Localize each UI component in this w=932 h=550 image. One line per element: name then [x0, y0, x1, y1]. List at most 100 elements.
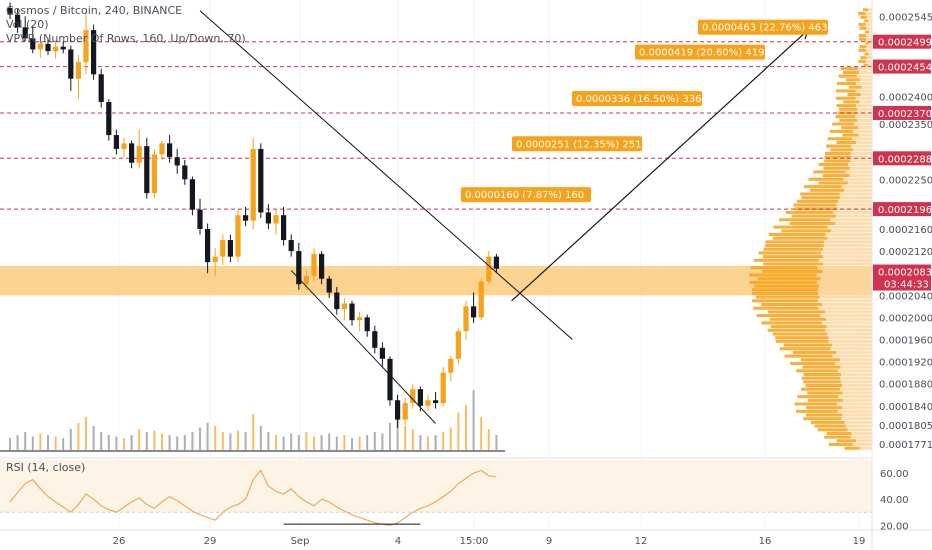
candle-body: [235, 215, 241, 257]
vpvr-bar-down: [836, 350, 872, 354]
vpvr-bar-down: [858, 70, 872, 74]
vpvr-bar-down: [852, 129, 872, 133]
target-label-box: [572, 90, 702, 106]
vpvr-bar-down: [855, 89, 872, 93]
vpvr-bar-up: [828, 442, 853, 447]
vpvr-bar-down: [857, 107, 872, 111]
vpvr-bar-up: [818, 163, 849, 167]
vpvr-bar-down: [825, 328, 872, 332]
vpvr-bar-down: [869, 41, 872, 45]
vpvr-bar-down: [859, 446, 872, 450]
vpvr-bar-up: [863, 63, 869, 67]
vpvr-bar-up: [836, 81, 857, 86]
candle-body: [463, 306, 469, 332]
vpvr-bar-down: [841, 380, 872, 384]
vpvr-bar-down: [868, 63, 872, 67]
candle-body: [53, 46, 59, 52]
time-tick-label: 12: [635, 536, 648, 547]
volume-bar: [267, 432, 270, 450]
vpvr-bar-up: [838, 74, 857, 78]
vpvr-bar-up: [860, 56, 867, 60]
rsi-tick-label: 60.00: [880, 469, 909, 480]
vpvr-bar-up: [762, 255, 823, 259]
vpvr-bar-down: [822, 302, 872, 307]
candle-body: [30, 38, 36, 50]
vpvr-bar-up: [804, 185, 842, 189]
vpvr-bar-down: [850, 166, 872, 170]
channel-lower-line: [290, 270, 436, 424]
vpvr-bar-down: [840, 365, 872, 369]
support-zone-band: [0, 266, 872, 296]
vpvr-bar-down: [840, 376, 872, 380]
volume-bar: [130, 435, 133, 450]
vpvr-bar-up: [824, 159, 851, 163]
volume-bar: [153, 430, 156, 450]
vpvr-bar-up: [827, 137, 853, 141]
vpvr-bar-up: [813, 170, 846, 174]
volume-bar: [457, 412, 460, 450]
vpvr-bar-down: [857, 118, 872, 122]
target-label-text: 0.0000419 (20.60%) 419: [639, 48, 764, 59]
vpvr-bar-down: [841, 185, 872, 189]
target-label-box: [461, 187, 591, 203]
volume-bar: [244, 432, 247, 450]
vpvr-bar-up: [844, 446, 860, 450]
vpvr-bar-up: [817, 428, 848, 432]
vpvr-bar-down: [858, 126, 872, 130]
vpvr-bar-down: [852, 442, 872, 447]
vpvr-bar-down: [826, 325, 872, 329]
volume-bar: [381, 433, 384, 450]
vpvr-bar-up: [864, 52, 869, 56]
volume-bar: [305, 432, 308, 450]
vpvr-bar-down: [820, 314, 872, 318]
volume-bar: [366, 435, 369, 450]
volume-bar: [237, 430, 239, 450]
candle-body: [303, 275, 309, 285]
candle-body: [319, 253, 325, 279]
vpvr-bar-up: [773, 225, 828, 229]
candle-body: [440, 372, 446, 404]
vpvr-bar-down: [835, 214, 872, 218]
time-tick-label: 26: [113, 536, 126, 547]
support-zone: [0, 266, 872, 296]
vol-legend: Vol (20): [6, 18, 49, 31]
vpvr-bar-down: [841, 372, 872, 377]
volume-bar: [373, 432, 376, 450]
vpvr-bar-down: [847, 428, 872, 432]
vpvr-bar-up: [858, 48, 866, 52]
vpvr-bar-down: [839, 192, 872, 196]
resistance-price-tag: [873, 34, 931, 49]
vpvr-bar-down: [865, 59, 872, 63]
volume-bar: [465, 405, 467, 450]
vpvr-bar-down: [856, 74, 872, 78]
vpvr-bar-down: [817, 299, 872, 303]
candle-body: [478, 281, 484, 318]
candle-body: [68, 49, 74, 79]
vpvr-bar-down: [831, 229, 872, 233]
vpvr-bar-up: [785, 210, 834, 214]
price-tick-label: 0.0001771: [879, 440, 932, 451]
candle-body: [7, 8, 13, 15]
vpvr-bar-down: [818, 284, 872, 288]
target-label-text: 0.0000251 (12.35%) 251: [516, 139, 641, 150]
price-tick-label: 0.0002160: [879, 225, 932, 236]
candle-body: [493, 256, 499, 269]
vpvr-bar-up: [796, 199, 839, 203]
vpvr-bar-down: [860, 93, 872, 97]
vpvr-bar-up: [842, 133, 859, 137]
vpvr-bar-up: [769, 317, 827, 321]
candle-body: [273, 215, 279, 224]
volume-bar: [92, 426, 95, 450]
volume-bar: [320, 435, 323, 450]
volume-bar: [214, 426, 217, 450]
vpvr-bar-up: [775, 339, 829, 343]
candle-body: [288, 240, 294, 252]
vpvr-bar-up: [824, 151, 851, 156]
vpvr-bar-down: [840, 196, 872, 200]
vpvr-bar-up: [763, 262, 824, 266]
price-tick-label: 0.0001840: [879, 402, 932, 413]
candle-body: [75, 62, 81, 79]
vpvr-bar-up: [796, 369, 838, 373]
candle-body: [37, 43, 43, 50]
